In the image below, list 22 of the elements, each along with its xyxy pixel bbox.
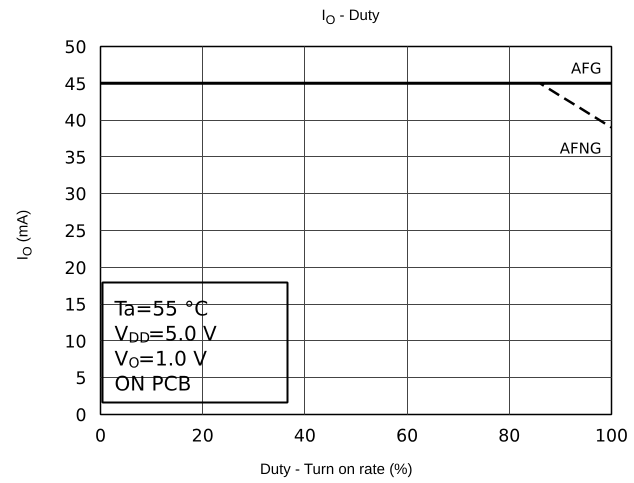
annotation: ON PCB [114,372,192,396]
y-tick-label: 30 [64,185,87,206]
x-tick-label: 40 [294,426,316,446]
y-tick-label: 5 [75,369,87,390]
y-tick-label: 15 [64,296,87,316]
y-tick-label: 40 [64,112,87,132]
y-tick-label: 10 [64,332,87,352]
y-tick-label: 50 [64,38,87,58]
y-tick-label: 45 [64,74,87,95]
y-tick-label: 35 [64,148,87,168]
y-tick-label: 20 [64,258,87,279]
x-tick-label: 80 [498,426,520,446]
series-label: AFNG [560,139,602,158]
series-label: AFG [570,59,602,78]
y-tick-label: 25 [64,222,87,242]
y-tick-label: 0 [75,406,87,426]
x-tick-label: 60 [396,426,418,446]
x-tick-label: 20 [192,426,214,446]
x-tick-label: 0 [94,426,106,446]
x-tick-label: 100 [594,426,628,446]
x-axis-title: Duty - Turn on rate (%) [258,460,414,480]
chart-title: I$_{O}$ - Duty [320,6,381,29]
